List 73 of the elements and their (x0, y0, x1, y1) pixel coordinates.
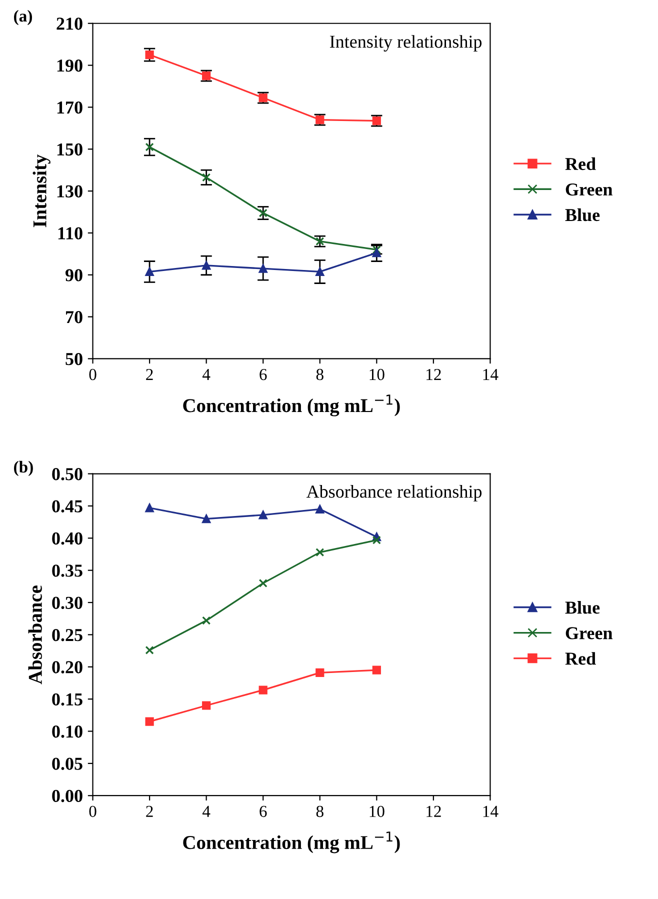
y-tick-label: 170 (57, 101, 82, 114)
y-tick-label: 0.50 (52, 468, 82, 480)
y-axis-title: Intensity (32, 154, 50, 228)
y-tick-label: 90 (65, 269, 82, 282)
x-tick-label: 8 (316, 368, 324, 380)
point (258, 208, 268, 218)
x-tick-label: 14 (483, 368, 498, 380)
legend-label: Red (565, 652, 596, 665)
point (145, 50, 154, 60)
x-tick-label: 6 (260, 368, 267, 380)
y-tick-label: 210 (56, 18, 82, 30)
point (145, 142, 154, 152)
point (258, 510, 268, 520)
y-tick-label: 0.10 (52, 726, 82, 738)
x-tick-label: 6 (260, 806, 267, 818)
x-tick-label: 4 (202, 369, 210, 380)
x-tick-label: 0 (89, 806, 96, 818)
legend-label: Blue (565, 601, 600, 614)
point (145, 267, 154, 276)
point (202, 261, 211, 270)
legend-label: Green (566, 627, 613, 640)
x-tick-label: 14 (483, 806, 498, 817)
annotation: Absorbance relationship (306, 485, 482, 502)
y-tick-label: 50 (66, 352, 82, 366)
y-tick-label: 0.45 (52, 500, 82, 512)
x-axis-title: Concentration (mg mL$^{−1}$) (183, 394, 400, 416)
y-axis-title: Absorbance (28, 586, 42, 684)
x-tick-label: 8 (316, 806, 324, 818)
y-tick-label: 0.15 (52, 693, 82, 706)
annotation: Intensity relationship (330, 35, 482, 52)
x-tick-label: 2 (146, 368, 153, 380)
point (145, 504, 154, 512)
chart-title: (b) (14, 460, 33, 476)
x-tick-label: 4 (202, 806, 210, 817)
x-tick-label: 0 (89, 368, 96, 380)
point (258, 578, 268, 588)
y-tick-label: 150 (57, 143, 82, 156)
x-tick-label: 10 (370, 806, 384, 818)
y-tick-label: 0.35 (52, 564, 82, 577)
point (202, 616, 211, 625)
point (145, 717, 154, 726)
legend-label: Blue (565, 208, 600, 222)
point (258, 686, 268, 694)
y-tick-label: 0.05 (52, 758, 82, 770)
y-tick-label: 0.00 (52, 790, 82, 802)
point (145, 646, 154, 654)
y-tick-label: 0.25 (52, 628, 82, 642)
y-tick-label: 70 (66, 311, 82, 324)
point (372, 666, 381, 674)
legend-label: Red (565, 157, 596, 170)
y-tick-label: 0.30 (52, 596, 82, 610)
point (316, 504, 324, 514)
y-tick-label: 190 (57, 60, 82, 72)
point (316, 267, 324, 276)
point (202, 701, 211, 710)
y-tick-label: 130 (57, 185, 82, 198)
point (202, 173, 211, 182)
point (316, 548, 324, 557)
point (202, 514, 211, 524)
x-tick-label: 10 (370, 368, 384, 380)
y-tick-label: 0.20 (52, 661, 82, 674)
chart-title: (a) (14, 10, 32, 26)
legend-label: Green (566, 183, 613, 196)
x-tick-label: 2 (146, 806, 153, 817)
point (372, 248, 381, 258)
x-axis-title: Concentration (mg mL$^{−1}$) (183, 832, 400, 854)
point (316, 668, 324, 677)
y-tick-label: 0.40 (52, 532, 82, 545)
y-tick-label: 110 (58, 227, 82, 240)
x-tick-label: 12 (426, 806, 441, 817)
x-tick-label: 12 (426, 368, 441, 380)
point (372, 536, 381, 544)
point (258, 264, 268, 273)
